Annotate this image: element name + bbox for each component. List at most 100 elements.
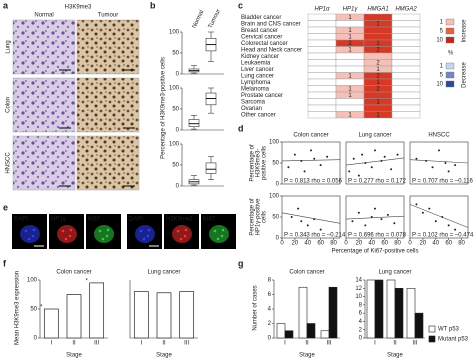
point [357,174,360,177]
channel-label: HP1γ [51,217,66,223]
heatmap-cell [391,85,421,93]
point [364,224,367,227]
y-tick-label: 8 [268,278,272,284]
row-label: Leukaemia [241,60,271,66]
fit-line [409,159,469,164]
foci [184,228,188,232]
y-tick-label: 50 [30,307,37,313]
x-tick-label: 20 [420,241,427,247]
foci [98,229,102,233]
axis [181,144,224,187]
heatmap-cell [307,59,337,67]
y-tick-label: 0 [176,128,180,134]
cell-label: 1 [376,22,380,28]
row-label: Breast cancer [241,28,278,34]
point [438,149,440,152]
point [390,168,393,171]
y-tick-label: 4 [268,307,272,313]
axis-label: Mean H3K9me3 expression [15,271,21,345]
column-label: Tumour [98,13,118,19]
heatmap-cell [307,104,337,112]
histology-image [12,77,76,133]
bar [366,279,376,339]
heatmap-cell [391,39,421,47]
y-tick-label: 100 [269,140,280,146]
panel-label: g [238,258,244,268]
y-tick-label: 50 [272,215,279,221]
row-label: Lung cancer [241,73,274,79]
bar [328,286,338,339]
row-label: Other cancer [241,112,276,118]
x-tick-label: 0 [408,241,412,247]
bar [306,323,316,339]
significance-mark: * [85,278,88,284]
heatmap-cell [363,26,393,34]
row-label: Lung [6,40,12,53]
legend-swatch [445,62,455,70]
cell-label: 1 [348,93,352,99]
fit-line [281,159,341,162]
nucleus [20,225,40,243]
point [431,166,434,169]
y-tick-label: 10 [355,294,362,300]
row-label: Ovarian [241,106,262,112]
foci [27,237,31,241]
foci [106,228,110,232]
y-tick-label: 0 [276,182,280,188]
cell-label: 2 [376,48,380,54]
x-tick-label: 60 [381,241,388,247]
axis-label: Stage [387,353,403,359]
heatmap-cell [307,52,337,60]
legend-level: 5 [440,29,444,35]
histology-image [76,135,140,191]
heatmap-cell [307,13,337,21]
point [326,155,329,158]
legend-level: 5 [440,73,444,79]
y-tick-label: 8 [359,302,363,308]
cell-label: 1 [348,48,352,54]
bar [276,323,286,339]
point [319,164,322,167]
x-tick-label: III [412,341,417,347]
heatmap-cell [363,104,393,112]
heatmap-cell [391,98,421,106]
row-label: HNSCC [6,152,12,174]
point [306,224,309,227]
stat-annotation: P = 0.102 rho = –0.474 [412,233,474,239]
histology-image [12,135,76,191]
axis-label: Percentage of [250,144,256,182]
x-tick-label: II [393,341,397,347]
x-tick-label: 80 [330,241,337,247]
x-tick-label: 40 [432,241,439,247]
axis-label: Percentage of Ki67-positive cells [331,249,418,255]
heatmap-cell [363,52,393,60]
point [454,228,457,231]
heatmap-cell [391,78,421,86]
y-tick-label: 0 [34,336,38,342]
axis [181,32,224,75]
legend-swatch [445,80,455,88]
y-tick-label: 12 [355,286,362,292]
nucleus [209,225,229,243]
chart-title: Colon cancer [56,270,91,276]
heatmap-cell [391,13,421,21]
point [415,203,418,206]
cell-label: 1 [376,113,380,119]
cell-label: 1 [376,100,380,106]
foci [61,229,65,233]
heatmap-cell [307,65,337,73]
box [205,162,217,174]
cell-label: 1 [376,80,380,86]
legend-label: Mutant p53 [438,337,469,343]
y-tick-label: 0 [176,72,180,78]
heatmap-cell [335,65,365,73]
histology-image [76,19,140,75]
y-tick-label: 0 [176,184,180,190]
x-tick-label: II [305,341,309,347]
plot-frame [345,195,405,239]
heatmap-cell [391,65,421,73]
axis-label: Stage [299,353,315,359]
point [374,149,376,152]
bar [394,287,404,339]
